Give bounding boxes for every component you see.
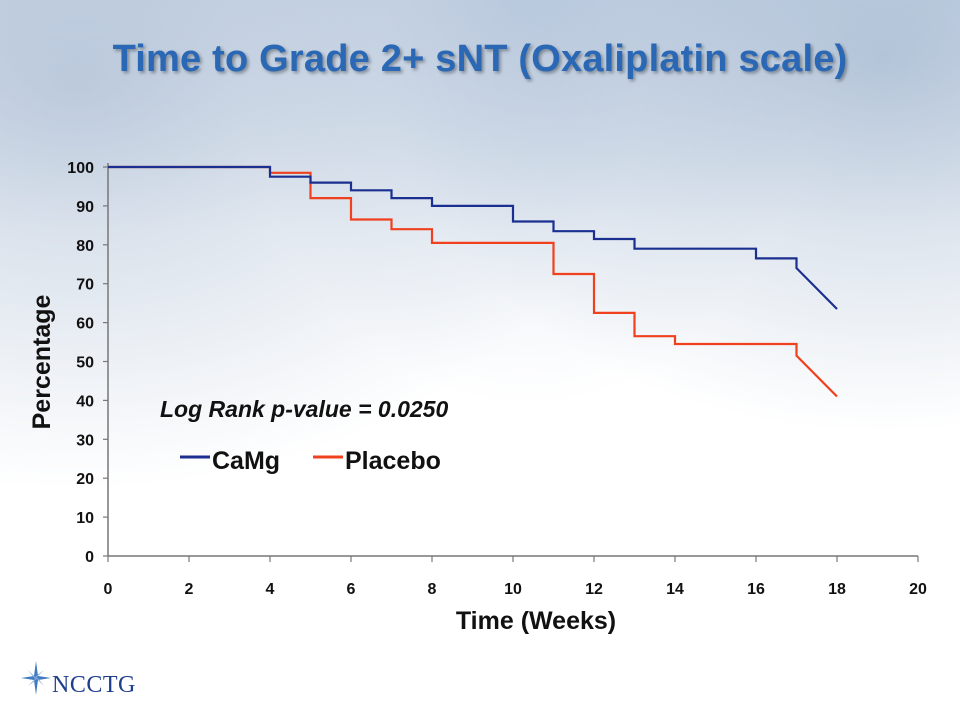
page-title: Time to Grade 2+ sNT (Oxaliplatin scale) xyxy=(112,38,848,80)
y-tick-label: 50 xyxy=(76,355,94,372)
x-tick-label: 10 xyxy=(504,581,522,598)
x-tick-label: 18 xyxy=(828,581,846,598)
y-tick-label: 20 xyxy=(76,471,94,488)
series-line-placebo xyxy=(108,165,838,398)
chart-legend: CaMg Placebo xyxy=(180,447,441,475)
x-tick-label: 0 xyxy=(104,581,113,598)
chart-series xyxy=(108,165,838,398)
y-tick-label: 90 xyxy=(76,199,94,216)
y-tick-label: 100 xyxy=(67,160,94,177)
x-tick-label: 2 xyxy=(185,581,194,598)
ncctg-logo xyxy=(21,661,51,695)
star-icon xyxy=(21,661,51,695)
x-tick-label: 12 xyxy=(585,581,603,598)
y-axis-label: Percentage xyxy=(28,295,56,430)
log-rank-annotation: Log Rank p-value = 0.0250 xyxy=(160,396,448,422)
x-tick-label: 14 xyxy=(666,581,684,598)
x-axis-label: Time (Weeks) xyxy=(456,607,616,635)
x-tick-label: 20 xyxy=(909,581,927,598)
legend-label-camg: CaMg xyxy=(212,447,280,475)
y-tick-label: 10 xyxy=(76,510,94,527)
x-tick-label: 6 xyxy=(347,581,356,598)
y-tick-label: 70 xyxy=(76,277,94,294)
y-tick-label: 80 xyxy=(76,238,94,255)
x-tick-label: 16 xyxy=(747,581,765,598)
chart-ticks: 0 10 20 30 40 50 60 70 80 90 100 0 2 4 6 8 10 12 14 16 18 20 xyxy=(67,160,927,598)
y-tick-label: 30 xyxy=(76,432,94,449)
x-tick-label: 4 xyxy=(266,581,275,598)
y-tick-label: 60 xyxy=(76,316,94,333)
series-line-camg xyxy=(108,165,838,310)
y-tick-label: 40 xyxy=(76,393,94,410)
y-tick-label: 0 xyxy=(85,549,94,566)
x-tick-label: 8 xyxy=(428,581,437,598)
logo-text: NCCTG xyxy=(52,672,136,698)
legend-label-placebo: Placebo xyxy=(345,447,441,475)
